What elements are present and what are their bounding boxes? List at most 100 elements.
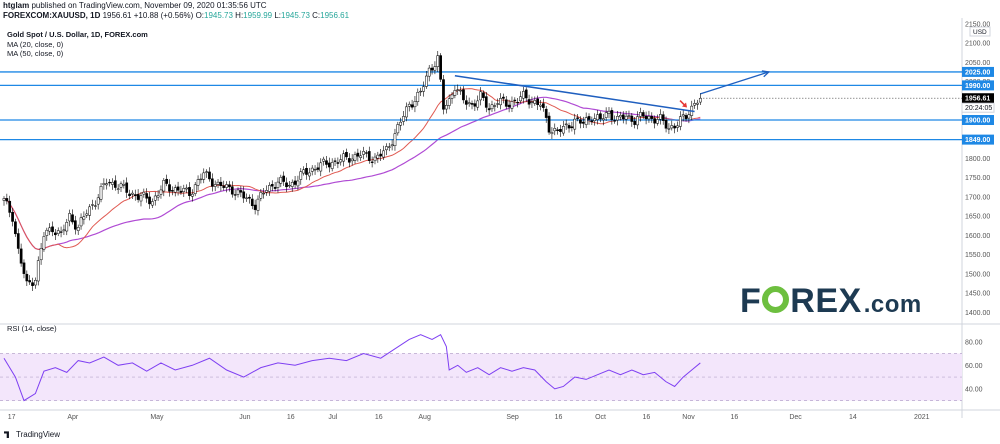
candle <box>630 115 634 122</box>
candle <box>136 194 140 200</box>
candle <box>230 186 234 195</box>
candle <box>276 181 280 188</box>
candle <box>102 183 106 186</box>
candle <box>188 187 191 196</box>
candle <box>619 115 622 118</box>
candle <box>345 152 348 158</box>
time-tick-label: Nov <box>682 414 695 421</box>
candle <box>222 185 226 188</box>
candle <box>299 171 303 180</box>
candle <box>285 182 288 188</box>
candle <box>190 193 194 197</box>
price-tick-label: 1750.00 <box>965 175 990 182</box>
candle <box>624 115 628 120</box>
candle <box>367 151 371 161</box>
time-tick-label: 14 <box>849 414 857 421</box>
candle <box>402 116 405 122</box>
candle <box>93 205 97 207</box>
ma20-legend[interactable]: MA (20, close, 0) <box>7 40 64 49</box>
time-tick-label: 16 <box>730 414 738 421</box>
candle <box>436 55 440 67</box>
candle <box>14 221 17 235</box>
candle <box>462 89 465 101</box>
candle <box>168 184 171 192</box>
candle <box>681 114 685 117</box>
time-tick-label: Sep <box>506 414 519 421</box>
projection-arrow <box>700 71 769 95</box>
candle <box>73 220 77 230</box>
candle <box>684 115 688 120</box>
candle <box>34 280 37 286</box>
price-tick-label: 1400.00 <box>965 310 990 317</box>
candle <box>313 169 317 171</box>
time-tick-label: 16 <box>287 414 295 421</box>
candle <box>653 118 657 124</box>
candle <box>639 112 642 117</box>
price-tick-label: 1500.00 <box>965 271 990 278</box>
candle <box>216 181 220 185</box>
candle <box>513 99 517 102</box>
candle <box>419 90 422 93</box>
candle <box>661 114 665 121</box>
candle <box>482 92 485 98</box>
candle <box>379 153 383 157</box>
time-tick-label: Dec <box>789 414 802 421</box>
candle <box>85 213 89 216</box>
candle <box>542 103 545 108</box>
candle <box>113 180 117 188</box>
level-badge <box>962 115 994 125</box>
tradingview-icon <box>4 431 9 439</box>
candle <box>410 104 414 108</box>
candle <box>302 169 305 174</box>
candle <box>36 260 40 282</box>
candle <box>496 103 500 105</box>
candle <box>567 125 571 129</box>
candle <box>133 194 137 197</box>
candle <box>68 213 71 222</box>
candle <box>427 67 431 77</box>
candle <box>42 236 46 250</box>
candle <box>499 98 502 106</box>
candle <box>636 116 639 126</box>
candle <box>236 189 240 195</box>
candle <box>353 154 357 161</box>
candle <box>268 185 271 192</box>
candle <box>296 180 300 187</box>
candle <box>270 184 274 187</box>
candle <box>647 116 651 120</box>
candle <box>373 156 377 162</box>
symbol-label: FOREXCOM:XAUUSD, 1D <box>3 11 101 20</box>
candle <box>524 89 528 99</box>
price-tick-label: 2050.00 <box>965 60 990 67</box>
candle <box>259 192 263 199</box>
rsi-tick-label: 80.00 <box>965 339 983 346</box>
trendline <box>454 75 695 113</box>
candle <box>51 226 54 233</box>
candle <box>376 154 380 159</box>
candle <box>256 198 260 211</box>
candle <box>105 183 109 186</box>
open-value: 1945.73 <box>204 11 233 20</box>
time-tick-label: Jul <box>328 414 337 421</box>
publish-text: published on TradingView.com, November 0… <box>31 1 267 10</box>
projection-arrow-head <box>761 70 771 78</box>
candle <box>108 181 111 184</box>
rsi-title: RSI (14, close) <box>7 324 57 333</box>
price-tick-label: 1650.00 <box>965 214 990 221</box>
time-tick-label: Oct <box>595 414 606 421</box>
rsi-line <box>3 334 701 402</box>
candle <box>399 121 403 126</box>
candle <box>559 129 562 132</box>
ma50-legend[interactable]: MA (50, close, 0) <box>7 49 64 58</box>
candle <box>179 190 183 193</box>
tradingview-logo[interactable]: TradingView <box>4 430 60 439</box>
time-tick-label: Aug <box>418 414 431 421</box>
candle <box>459 90 462 92</box>
candle <box>413 101 417 108</box>
candle <box>205 171 208 173</box>
candle <box>444 105 448 110</box>
candle <box>365 152 368 154</box>
candle <box>467 102 471 104</box>
candle <box>111 181 114 185</box>
